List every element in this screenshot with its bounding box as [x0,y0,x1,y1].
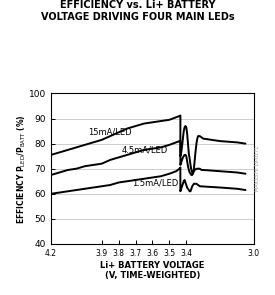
Text: 15mA/LED: 15mA/LED [88,128,132,137]
Y-axis label: EFFICIENCY P$_{\rm LED}$/P$_{\rm BATT}$ (%): EFFICIENCY P$_{\rm LED}$/P$_{\rm BATT}$ … [15,114,28,224]
Text: 4.5mA/LED: 4.5mA/LED [122,145,168,154]
Text: EFFICIENCY vs. Li+ BATTERY
VOLTAGE DRIVING FOUR MAIN LEDs: EFFICIENCY vs. Li+ BATTERY VOLTAGE DRIVI… [41,0,234,22]
Text: MAX1576 19-0171: MAX1576 19-0171 [255,146,260,191]
X-axis label: Li+ BATTERY VOLTAGE
(V, TIME-WEIGHTED): Li+ BATTERY VOLTAGE (V, TIME-WEIGHTED) [100,260,205,280]
Text: 1.5mA/LED: 1.5mA/LED [132,178,178,187]
